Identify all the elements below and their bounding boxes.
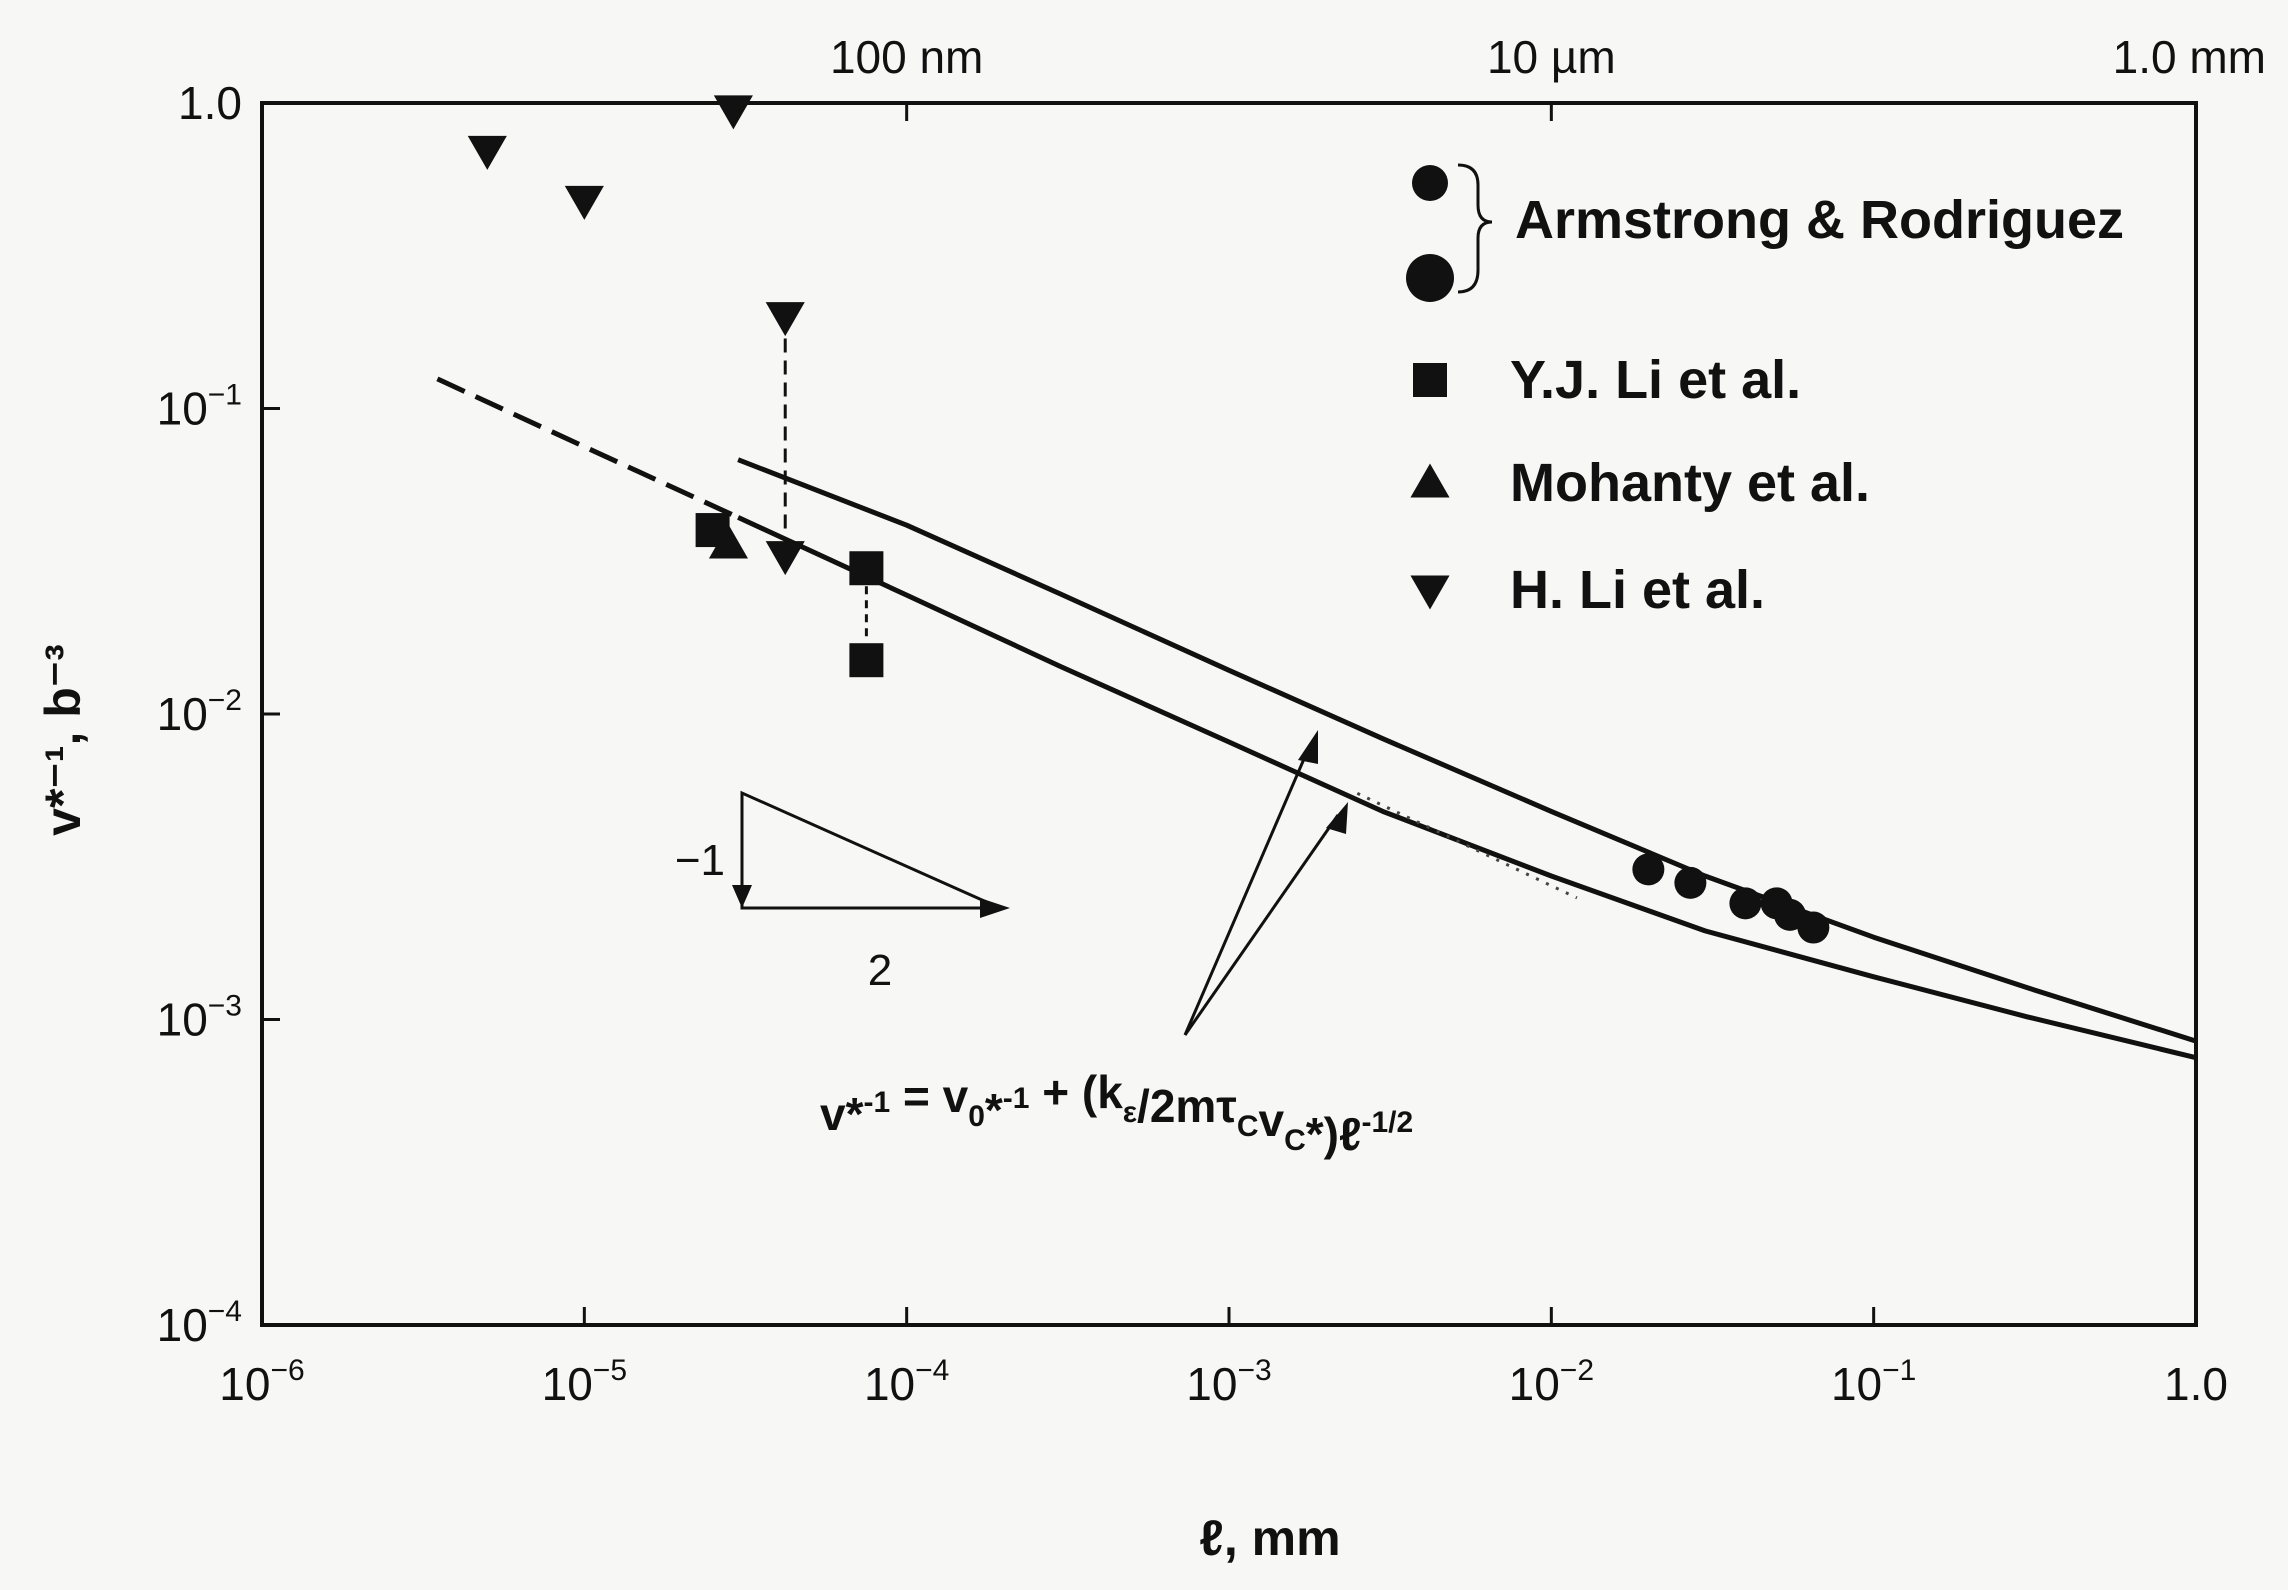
- top-tick-label: 100 nm: [830, 31, 983, 83]
- axis-ticks: [260, 101, 2198, 1327]
- slope-triangle-shape: [740, 790, 1001, 910]
- y-tick-label: 10−1: [157, 379, 242, 435]
- x-tick-label: 10−4: [864, 1354, 949, 1410]
- x-axis-title: ℓ, mm: [1199, 1510, 1340, 1566]
- curve-dotted: [1356, 791, 1578, 900]
- point-triangle-down: [765, 541, 805, 576]
- slope-rise-label: −1: [675, 836, 725, 885]
- slope-run-label: 2: [868, 946, 892, 995]
- point-triangle-down: [765, 302, 805, 337]
- legend-marker-triangle-up: [1410, 463, 1450, 498]
- tick-labels: 10−6 10−5 10−4 10−3 10−2 10−1 1.0 10−4 10−3 10−2 1…: [157, 31, 2266, 1410]
- legend-brace: [1457, 163, 1493, 294]
- y-tick-label: 10−3: [157, 990, 242, 1046]
- point-circle: [1797, 911, 1830, 944]
- y-tick-label: 1.0: [178, 77, 242, 129]
- legend-label: Mohanty et al.: [1510, 453, 1870, 513]
- formula-arrowhead-upper: [1298, 730, 1318, 764]
- y-axis-title: v*⁻¹, b⁻³: [35, 644, 91, 836]
- curve-solid: [737, 457, 2197, 1044]
- point-square: [849, 643, 884, 678]
- top-tick-label: 10 µm: [1487, 31, 1616, 83]
- legend: Armstrong & Rodriguez Y.J. Li et al. Mohan…: [1406, 163, 2124, 620]
- legend-marker-circle: [1412, 165, 1448, 201]
- fit-curves: [436, 376, 2197, 1061]
- x-tick-label: 1.0: [2164, 1358, 2228, 1410]
- x-tick-label: 10−3: [1186, 1354, 1271, 1410]
- legend-label: H. Li et al.: [1510, 560, 1765, 620]
- legend-label: Y.J. Li et al.: [1510, 350, 1801, 410]
- legend-marker-square: [1413, 363, 1447, 397]
- point-triangle-down: [564, 185, 604, 220]
- slope-arrowhead-right: [980, 898, 1010, 918]
- error-bars: [783, 338, 868, 643]
- x-tick-label: 10−6: [219, 1354, 304, 1410]
- slope-triangle: −1 2: [675, 790, 1010, 995]
- point-circle: [1773, 898, 1806, 931]
- data-points: [467, 95, 1830, 944]
- formula-arrowhead-lower: [1326, 802, 1348, 834]
- formula-arrow-lower: [1183, 814, 1340, 1036]
- point-triangle-down: [467, 135, 507, 170]
- formula-annotation: v*-1 = v0*-1 + (kε/2mτCvC*)ℓ-1/2: [820, 730, 1413, 1160]
- point-square: [849, 551, 884, 586]
- legend-marker-circle: [1406, 254, 1454, 302]
- formula-text: v*-1 = v0*-1 + (kε/2mτCvC*)ℓ-1/2: [820, 1066, 1413, 1160]
- point-circle: [1729, 887, 1762, 920]
- curve-solid: [737, 515, 2197, 1061]
- point-circle: [1674, 866, 1707, 899]
- formula-arrow-upper: [1183, 744, 1312, 1036]
- point-circle: [1632, 853, 1665, 886]
- point-triangle-down: [713, 95, 753, 130]
- legend-label: Armstrong & Rodriguez: [1515, 190, 2124, 250]
- x-tick-label: 10−5: [542, 1354, 627, 1410]
- point-triangle-up: [708, 524, 749, 559]
- x-tick-label: 10−2: [1509, 1354, 1594, 1410]
- plot-frame: [260, 101, 2198, 1327]
- y-tick-label: 10−2: [157, 684, 242, 740]
- slope-arrowhead-down: [732, 885, 752, 908]
- x-tick-label: 10−1: [1831, 1354, 1916, 1410]
- top-tick-label: 1.0 mm: [2113, 31, 2266, 83]
- y-tick-label: 10−4: [157, 1295, 242, 1351]
- curve-dashed: [436, 376, 740, 520]
- legend-marker-triangle-down: [1410, 575, 1450, 610]
